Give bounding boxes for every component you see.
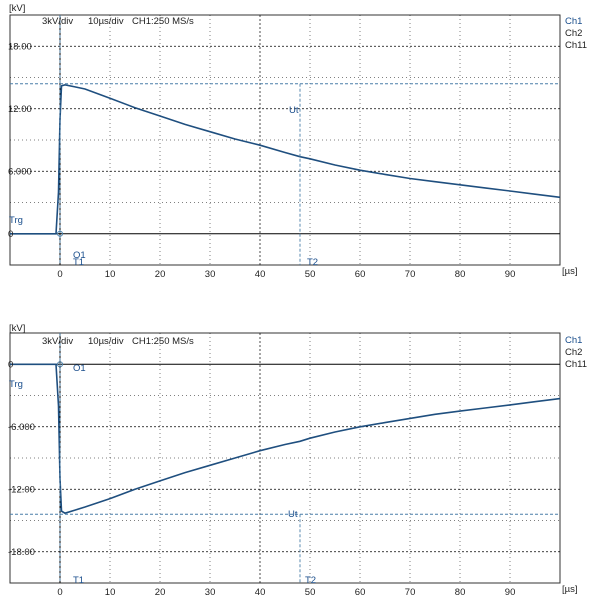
y-tick-label: 0 (8, 359, 13, 370)
volts-per-div: 3kV/div (42, 336, 73, 347)
x-tick-label: 50 (305, 587, 316, 598)
x-tick-label: 80 (455, 269, 466, 280)
grid (10, 15, 560, 265)
t2-marker[interactable]: T2 (307, 257, 318, 268)
x-tick-label: 0 (57, 269, 62, 280)
x-unit: [µs] (562, 584, 578, 595)
channel-ch1[interactable]: Ch1 (565, 335, 582, 346)
time-per-div: 10µs/div (88, 16, 124, 27)
x-tick-label: 40 (255, 269, 266, 280)
x-tick-label: 10 (105, 587, 116, 598)
scope-panel-bottom: 0 -6.000 -12.00 -18.00 0 10 20 30 40 50 60 70 80 90 … (0, 318, 601, 613)
x-tick-label: 20 (155, 587, 166, 598)
channel-ch2[interactable]: Ch2 (565, 28, 582, 39)
x-tick-label: 10 (105, 269, 116, 280)
t1-marker[interactable]: T1 (73, 257, 84, 268)
unit-label: [kV] (9, 323, 25, 334)
y-tick-label: 18.00 (8, 41, 32, 52)
x-tick-label: 30 (205, 587, 216, 598)
ut-marker[interactable]: Ut (289, 105, 299, 116)
scope-plot-top: 18.00 12.00 6.000 0 0 10 20 30 40 50 60 70 80 90 [kV… (8, 3, 587, 280)
y-tick-label: 0 (8, 229, 13, 240)
channel-ch11[interactable]: Ch11 (565, 359, 587, 370)
grid (10, 333, 560, 583)
channel-ch11[interactable]: Ch11 (565, 40, 587, 51)
sample-rate: CH1:250 MS/s (132, 336, 194, 347)
trigger-label: Trg (9, 215, 23, 226)
x-tick-label: 60 (355, 587, 366, 598)
channel-ch2[interactable]: Ch2 (565, 347, 582, 358)
x-tick-labels: 0 10 20 30 40 50 60 70 80 90 (57, 269, 515, 280)
x-tick-label: 80 (455, 587, 466, 598)
plot-frame (9, 14, 561, 266)
origin-point (57, 230, 63, 237)
cursor-markers (10, 15, 560, 265)
y-tick-label: 6.000 (8, 166, 32, 177)
origin-marker[interactable]: O1 (73, 363, 86, 374)
scope-panel-top: 18.00 12.00 6.000 0 0 10 20 30 40 50 60 70 80 90 [kV… (0, 0, 601, 298)
channel-ch1[interactable]: Ch1 (565, 16, 582, 27)
x-tick-label: 20 (155, 269, 166, 280)
scope-plot-bottom: 0-6.000-12.00-18.00 0 10 20 30 40 50 60 70 80 90 … (8, 323, 587, 598)
t1-marker[interactable]: T1 (73, 575, 84, 586)
x-tick-label: 70 (405, 587, 416, 598)
y-tick-labels: 0 -6.000 -12.00 -18.00 (8, 359, 35, 558)
y-tick-label: -6.000 (8, 422, 35, 433)
waveform-ch1 (10, 363, 561, 515)
waveform-ch1 (10, 83, 561, 235)
volts-per-div: 3kV/div (42, 16, 73, 27)
time-per-div: 10µs/div (88, 336, 124, 347)
plot-frame (9, 332, 561, 584)
waveform-path-ch1 (10, 83, 561, 235)
unit-label: [kV] (9, 3, 25, 14)
origin-marker[interactable]: O1 (73, 250, 86, 261)
x-unit: [µs] (562, 266, 578, 277)
t2-marker[interactable]: T2 (305, 575, 316, 586)
y-tick-label: 12.00 (8, 104, 32, 115)
x-tick-label: 30 (205, 269, 216, 280)
y-tick-labels: 18.00 12.00 6.000 0 (8, 41, 32, 240)
x-tick-label: 60 (355, 269, 366, 280)
x-tick-label: 90 (505, 269, 516, 280)
x-tick-label: 90 (505, 587, 516, 598)
x-tick-labels: 0 10 20 30 40 50 60 70 80 90 (57, 587, 515, 598)
x-tick-label: 40 (255, 587, 266, 598)
sample-rate: CH1:250 MS/s (132, 16, 194, 27)
x-tick-label: 0 (57, 587, 62, 598)
waveform-path-ch1 (10, 363, 561, 515)
x-tick-label: 50 (305, 269, 316, 280)
y-tick-label: -18.00 (8, 547, 35, 558)
y-tick-label: -12.00 (8, 484, 35, 495)
trigger-label: Trg (9, 379, 23, 390)
ut-marker[interactable]: Ut (288, 509, 298, 520)
origin-point (57, 361, 63, 368)
x-tick-label: 70 (405, 269, 416, 280)
cursor-markers (10, 333, 560, 583)
